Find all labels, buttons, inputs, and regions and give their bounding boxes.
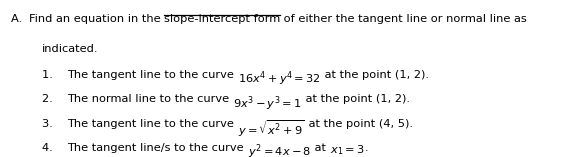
Text: at the point (1, 2).: at the point (1, 2). [302,94,410,104]
Text: slope-intercept form: slope-intercept form [164,14,281,24]
Text: 2.: 2. [42,94,60,104]
Text: The tangent line to the curve: The tangent line to the curve [68,70,238,80]
Text: The tangent line to the curve: The tangent line to the curve [68,119,238,129]
Text: Find an equation in the: Find an equation in the [29,14,164,24]
Text: 4.: 4. [42,143,60,153]
Text: indicated.: indicated. [42,44,99,54]
Text: at the point (4, 5).: at the point (4, 5). [305,119,413,129]
Text: $9x^3 - y^3 = 1$: $9x^3 - y^3 = 1$ [233,94,302,113]
Text: A.: A. [11,14,29,24]
Text: $y^2 = 4x - 8$: $y^2 = 4x - 8$ [248,143,311,157]
Text: .: . [365,143,368,153]
Text: $x_1 = 3$: $x_1 = 3$ [329,143,365,157]
Text: 3.: 3. [42,119,60,129]
Text: $16x^4 + y^4 = 32$: $16x^4 + y^4 = 32$ [238,70,321,88]
Text: 1.: 1. [42,70,60,80]
Text: $y = \sqrt{x^2+9}$: $y = \sqrt{x^2+9}$ [238,119,305,139]
Text: The normal line to the curve: The normal line to the curve [68,94,233,104]
Text: of either the tangent line or normal line as: of either the tangent line or normal lin… [281,14,527,24]
Text: at the point (1, 2).: at the point (1, 2). [321,70,429,80]
Text: at: at [311,143,329,153]
Text: The tangent line/s to the curve: The tangent line/s to the curve [68,143,248,153]
